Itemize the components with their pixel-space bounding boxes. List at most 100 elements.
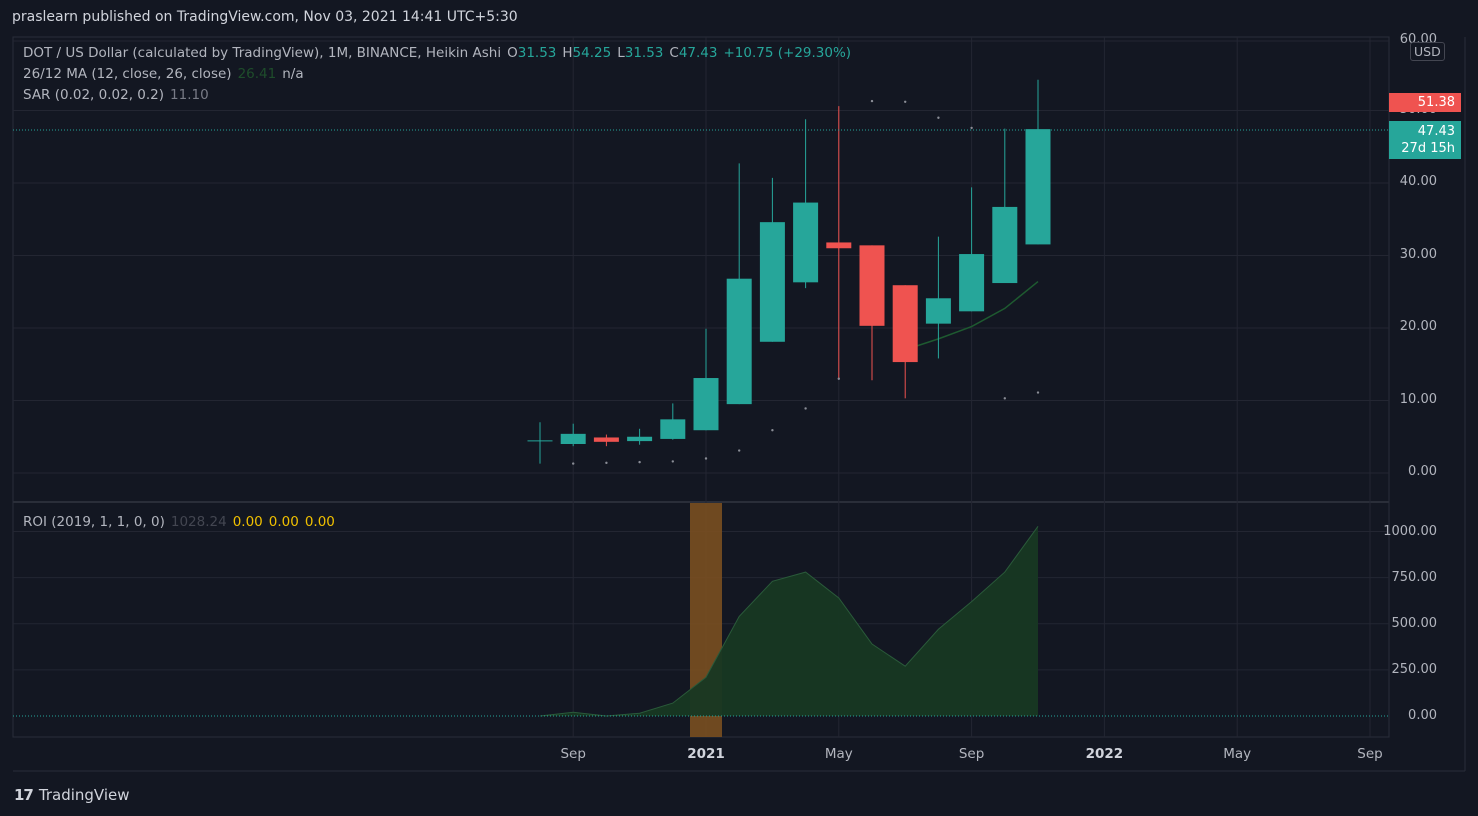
candle-body bbox=[593, 437, 619, 442]
roi-tick: 1000.00 bbox=[1383, 523, 1437, 539]
sar-dot bbox=[572, 462, 575, 465]
sar-dot bbox=[970, 126, 973, 130]
sar-legend[interactable]: SAR (0.02, 0.02, 0.2) 11.10 bbox=[23, 87, 215, 103]
sar-dot bbox=[738, 449, 741, 452]
sar-dot bbox=[837, 377, 840, 380]
candle-body bbox=[992, 206, 1018, 284]
time-tick: Sep bbox=[958, 746, 985, 762]
sar-dot bbox=[904, 100, 907, 104]
price-tick: 10.00 bbox=[1399, 391, 1437, 407]
sar-dot bbox=[605, 461, 608, 465]
candle-body bbox=[560, 433, 586, 444]
candle bbox=[925, 236, 951, 359]
candle-body bbox=[959, 254, 985, 312]
time-tick: 2022 bbox=[1085, 746, 1124, 762]
change-value: +10.75 (+29.30%) bbox=[723, 45, 852, 61]
open-value: 31.53 bbox=[517, 45, 557, 61]
close-value: 47.43 bbox=[678, 45, 718, 61]
sar-dot bbox=[638, 460, 641, 464]
candle-body bbox=[660, 419, 686, 439]
symbol-name: DOT / US Dollar (calculated by TradingVi… bbox=[23, 45, 502, 61]
time-tick: Sep bbox=[560, 746, 586, 762]
candle-body bbox=[627, 436, 653, 442]
low-value: 31.53 bbox=[624, 45, 664, 61]
candle bbox=[693, 328, 719, 431]
candle bbox=[560, 423, 586, 447]
sar-dot bbox=[1003, 397, 1006, 400]
time-tick: Sep bbox=[1357, 746, 1383, 762]
sar-dot bbox=[704, 457, 708, 460]
candle-body bbox=[925, 298, 951, 324]
ma-polyline bbox=[904, 280, 1039, 351]
close-label: C bbox=[669, 45, 679, 61]
candle bbox=[1025, 79, 1051, 245]
last-price-value: 47.43 bbox=[1417, 124, 1455, 139]
price-tick: 40.00 bbox=[1399, 174, 1437, 189]
high-label: H bbox=[562, 45, 573, 61]
ma-value2: n/a bbox=[282, 66, 304, 82]
roi-tick: 500.00 bbox=[1391, 615, 1438, 631]
roi-v2: 0.00 bbox=[268, 514, 299, 530]
candle bbox=[892, 285, 918, 399]
candle bbox=[527, 422, 553, 464]
candle-body bbox=[726, 278, 752, 405]
ma-name: 26/12 MA (12, close, 26, close) bbox=[23, 66, 232, 82]
candle-body bbox=[759, 222, 785, 342]
roi-area bbox=[540, 526, 1038, 716]
roi-tick: 750.00 bbox=[1391, 569, 1438, 585]
candle bbox=[593, 434, 619, 447]
time-tick: May bbox=[1223, 746, 1252, 762]
ma-value: 26.41 bbox=[237, 66, 277, 82]
sar-price-badge: 51.38 bbox=[1389, 93, 1461, 112]
open-label: O bbox=[507, 45, 518, 61]
roi-tick: 250.00 bbox=[1391, 661, 1438, 677]
ma-legend[interactable]: 26/12 MA (12, close, 26, close) 26.41 n/a bbox=[23, 66, 310, 82]
time-tick: May bbox=[824, 746, 853, 762]
candle-body bbox=[793, 202, 819, 283]
candle-body bbox=[1025, 129, 1051, 245]
candle bbox=[660, 403, 686, 440]
tradingview-brand[interactable]: 17 TradingView bbox=[14, 786, 130, 804]
roi-legend[interactable]: ROI (2019, 1, 1, 0, 0) 1028.24 0.00 0.00 0.0… bbox=[23, 514, 341, 530]
candles bbox=[527, 79, 1051, 464]
currency-label[interactable]: USD bbox=[1410, 42, 1445, 61]
sar-dot bbox=[771, 429, 774, 432]
candle bbox=[759, 177, 785, 342]
sar-dot bbox=[870, 99, 874, 103]
roi-name: ROI (2019, 1, 1, 0, 0) bbox=[23, 514, 165, 530]
publish-header: praslearn published on TradingView.com, … bbox=[12, 9, 518, 25]
candle-body bbox=[826, 242, 852, 249]
candle bbox=[793, 119, 819, 289]
candle bbox=[826, 106, 852, 379]
candle bbox=[726, 163, 752, 405]
symbol-legend[interactable]: DOT / US Dollar (calculated by TradingVi… bbox=[23, 45, 857, 61]
low-label: L bbox=[617, 45, 625, 61]
candle-body bbox=[859, 245, 885, 326]
candle-body bbox=[892, 285, 918, 363]
tradingview-logo-icon: 17 bbox=[14, 786, 34, 804]
last-price-badge: 47.43 27d 15h bbox=[1389, 121, 1461, 159]
price-tick: 20.00 bbox=[1399, 319, 1437, 334]
high-value: 54.25 bbox=[572, 45, 612, 61]
candle bbox=[992, 128, 1018, 284]
sar-dot bbox=[671, 460, 674, 463]
roi-pane bbox=[539, 503, 1039, 737]
sar-dots bbox=[572, 99, 1040, 465]
roi-value: 1028.24 bbox=[170, 514, 227, 530]
price-tick: 0.00 bbox=[1408, 464, 1437, 479]
time-tick: 2021 bbox=[687, 746, 725, 762]
sar-name: SAR (0.02, 0.02, 0.2) bbox=[23, 87, 165, 103]
candle bbox=[627, 428, 653, 445]
sar-value: 11.10 bbox=[170, 87, 209, 103]
brand-name: TradingView bbox=[38, 786, 130, 804]
sar-dot bbox=[804, 407, 807, 410]
roi-v3: 0.00 bbox=[304, 514, 335, 530]
ma-line bbox=[904, 280, 1039, 351]
sar-dot bbox=[1036, 391, 1040, 394]
sar-dot bbox=[937, 116, 940, 119]
candle-body bbox=[527, 440, 553, 442]
roi-tick: 0.00 bbox=[1408, 708, 1437, 723]
roi-line bbox=[539, 525, 1039, 717]
roi-v1: 0.00 bbox=[232, 514, 263, 530]
